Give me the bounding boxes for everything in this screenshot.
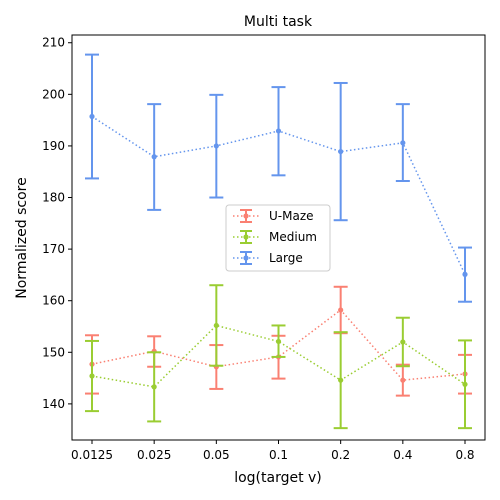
data-point	[338, 377, 344, 383]
legend-marker	[243, 213, 249, 219]
series-u-maze	[85, 285, 472, 397]
data-point	[89, 113, 95, 120]
chart-title: Multi task	[244, 14, 313, 30]
y-tick-label: 200	[42, 87, 65, 101]
series-medium	[85, 284, 472, 430]
data-point	[338, 307, 344, 313]
y-axis-label: Normalized score	[14, 177, 30, 298]
data-point	[400, 377, 406, 383]
data-point	[213, 322, 219, 329]
x-tick-label: 0.025	[137, 448, 171, 462]
data-point	[275, 128, 282, 134]
data-point	[151, 154, 157, 160]
data-point	[275, 338, 282, 345]
legend-item-large: Large	[233, 251, 303, 265]
data-point	[462, 381, 468, 387]
y-tick-label: 170	[42, 242, 65, 256]
x-tick-label: 0.0125	[71, 448, 113, 462]
legend-label: Medium	[269, 230, 317, 244]
y-tick-label: 190	[42, 139, 65, 153]
legend-marker	[243, 234, 249, 240]
legend-marker	[243, 255, 249, 261]
data-point	[151, 384, 157, 390]
x-axis: 0.0125 0.025 0.05 0.1 0.2 0.4 0.8	[71, 440, 475, 462]
x-tick-label: 0.4	[393, 448, 412, 462]
y-tick-label: 180	[42, 191, 65, 205]
legend-item-u-maze: U-Maze	[233, 209, 314, 223]
x-tick-label: 0.2	[331, 448, 350, 462]
x-axis-label: log(target v)	[234, 470, 322, 486]
y-tick-label: 140	[42, 397, 65, 411]
legend: U-Maze Medium Large	[225, 204, 331, 272]
x-tick-label: 0.8	[455, 448, 474, 462]
legend-label: U-Maze	[269, 209, 314, 223]
data-point	[213, 143, 219, 149]
series-large	[85, 53, 472, 303]
legend-label: Large	[269, 251, 303, 265]
y-tick-label: 210	[42, 36, 65, 50]
data-point	[462, 271, 468, 277]
data-point	[400, 339, 406, 345]
legend-item-medium: Medium	[233, 230, 317, 244]
x-tick-label: 0.1	[269, 448, 288, 462]
data-point	[89, 373, 95, 379]
y-axis: 140 150 160 170 180 190 200 210	[42, 36, 72, 411]
y-tick-label: 150	[42, 345, 65, 359]
plot-area	[85, 53, 472, 430]
y-tick-label: 160	[42, 294, 65, 308]
x-tick-label: 0.05	[203, 448, 230, 462]
data-point	[400, 140, 406, 146]
data-point	[338, 148, 344, 155]
